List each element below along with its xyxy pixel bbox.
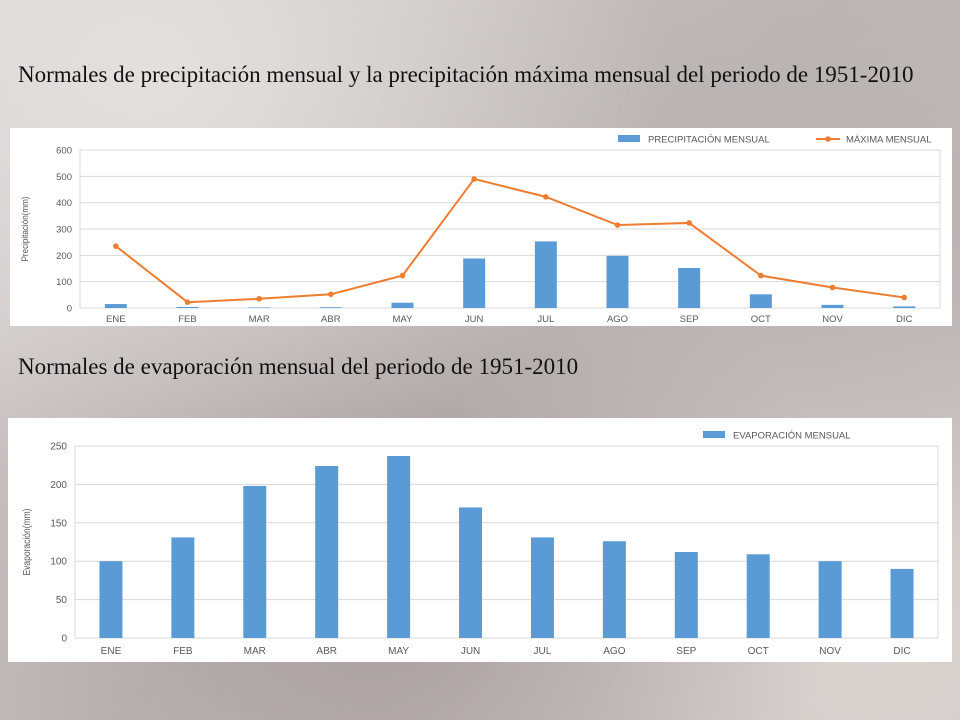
bar <box>171 537 195 638</box>
x-tick-label: AGO <box>607 314 628 325</box>
y-tick-label: 100 <box>50 557 67 568</box>
y-tick-label: 0 <box>61 634 67 645</box>
line-point <box>901 294 907 301</box>
bar <box>602 541 626 638</box>
bar <box>678 267 701 308</box>
bar <box>243 485 267 638</box>
y-tick-label: 500 <box>56 172 72 183</box>
x-tick-label: AGO <box>603 646 625 657</box>
legend-label: EVAPORACIÓN MENSUAL <box>733 431 851 442</box>
y-tick-label: 300 <box>56 225 72 236</box>
x-tick-label: FEB <box>178 314 196 325</box>
bar <box>176 306 199 308</box>
x-tick-label: SEP <box>676 646 696 657</box>
x-tick-label: MAY <box>393 314 414 325</box>
x-tick-label: MAR <box>244 646 266 657</box>
bar <box>319 307 342 308</box>
y-tick-label: 250 <box>50 442 67 453</box>
x-tick-label: ENE <box>106 314 126 325</box>
line-point <box>328 291 334 298</box>
y-tick-label: 100 <box>56 277 72 288</box>
y-tick-label: 0 <box>67 304 72 315</box>
legend-label: MÁXIMA MENSUAL <box>846 135 932 146</box>
y-tick-label: 200 <box>50 480 67 491</box>
x-tick-label: DIC <box>893 646 910 657</box>
precip-chart-panel: 0 100 200 300 400 500 600 Precipitación(mm) ENE F… <box>10 128 952 326</box>
line-point <box>184 299 191 306</box>
line-point <box>471 176 477 182</box>
evap-chart-panel: 0 50 100 150 200 250 Evaporación(mm) ENE FEB MAR A… <box>8 418 952 662</box>
y-tick-label: 400 <box>56 198 72 209</box>
bar <box>99 561 123 638</box>
x-tick-label: JUN <box>461 646 480 657</box>
bar <box>893 306 916 308</box>
plot-area <box>74 445 939 639</box>
bar <box>104 304 127 308</box>
line-point <box>113 243 119 249</box>
x-tick-label: SEP <box>680 314 699 325</box>
line-point <box>758 272 764 279</box>
x-tick-label: DIC <box>896 314 913 325</box>
legend-swatch <box>618 135 640 142</box>
line-point <box>543 194 549 200</box>
y-tick-label: 50 <box>56 595 68 606</box>
bar <box>391 302 414 308</box>
legend-label: PRECIPITACIÓN MENSUAL <box>648 135 770 146</box>
precip-chart: 0 100 200 300 400 500 600 Precipitación(mm) ENE F… <box>19 135 941 325</box>
y-tick-label: 150 <box>50 518 67 529</box>
x-tick-label: OCT <box>751 314 771 325</box>
bar <box>387 455 411 638</box>
line-point <box>829 284 836 291</box>
line-point <box>256 295 262 302</box>
bar <box>248 307 271 308</box>
series-line <box>115 177 905 304</box>
x-tick-label: NOV <box>819 646 841 657</box>
x-tick-label: JUN <box>465 314 484 325</box>
x-tick-label: ENE <box>101 646 122 657</box>
legend-swatch <box>703 431 725 438</box>
bar <box>459 507 483 638</box>
x-tick-label: MAY <box>388 646 409 657</box>
x-tick-label: NOV <box>822 314 843 325</box>
y-axis-label: Evaporación(mm) <box>21 509 32 576</box>
bar <box>463 258 486 308</box>
y-tick-label: 600 <box>56 146 72 157</box>
bar <box>530 537 554 638</box>
x-tick-label: ABR <box>316 646 337 657</box>
x-tick-label: FEB <box>173 646 193 657</box>
evap-chart-heading: Normales de evaporación mensual del peri… <box>18 354 579 379</box>
line-point <box>686 220 692 226</box>
bar <box>674 551 698 638</box>
line-point <box>614 222 621 228</box>
bar <box>606 255 629 308</box>
legend-marker <box>825 136 831 142</box>
x-tick-label: ABR <box>321 314 341 325</box>
y-axis-label: Precipitación(mm) <box>19 196 30 261</box>
bar <box>821 304 844 308</box>
bar <box>749 294 772 308</box>
bar <box>534 241 557 308</box>
x-tick-label: MAR <box>249 314 270 325</box>
x-tick-label: JUL <box>537 314 554 325</box>
bar <box>315 465 339 638</box>
evap-chart: 0 50 100 150 200 250 Evaporación(mm) ENE FEB MAR A… <box>21 431 939 657</box>
bar <box>818 561 842 638</box>
x-tick-label: JUL <box>534 646 552 657</box>
bar <box>746 554 770 638</box>
y-tick-label: 200 <box>56 251 72 262</box>
line-point <box>399 272 406 279</box>
x-tick-label: OCT <box>748 646 769 657</box>
bar <box>890 568 914 638</box>
precip-chart-heading: Normales de precipitación mensual y la p… <box>18 62 914 87</box>
